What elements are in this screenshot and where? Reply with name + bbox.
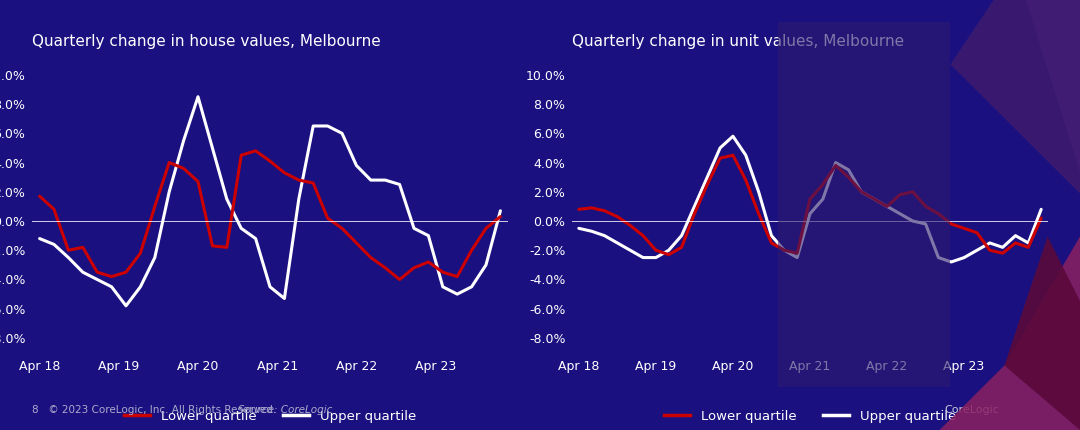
Text: Source: CoreLogic: Source: CoreLogic — [238, 405, 332, 415]
Polygon shape — [940, 237, 1080, 430]
Legend: Lower quartile, Upper quartile: Lower quartile, Upper quartile — [119, 404, 421, 428]
Text: CoreLogic: CoreLogic — [945, 405, 999, 415]
Text: Quarterly change in unit values, Melbourne: Quarterly change in unit values, Melbour… — [572, 34, 905, 49]
Polygon shape — [778, 22, 950, 387]
Text: Quarterly change in house values, Melbourne: Quarterly change in house values, Melbou… — [32, 34, 381, 49]
Polygon shape — [950, 0, 1080, 194]
Polygon shape — [896, 0, 1080, 172]
Legend: Lower quartile, Upper quartile: Lower quartile, Upper quartile — [659, 404, 961, 428]
Polygon shape — [1004, 237, 1080, 430]
Text: 8   © 2023 CoreLogic, Inc. All Rights Reserved.: 8 © 2023 CoreLogic, Inc. All Rights Rese… — [32, 405, 276, 415]
